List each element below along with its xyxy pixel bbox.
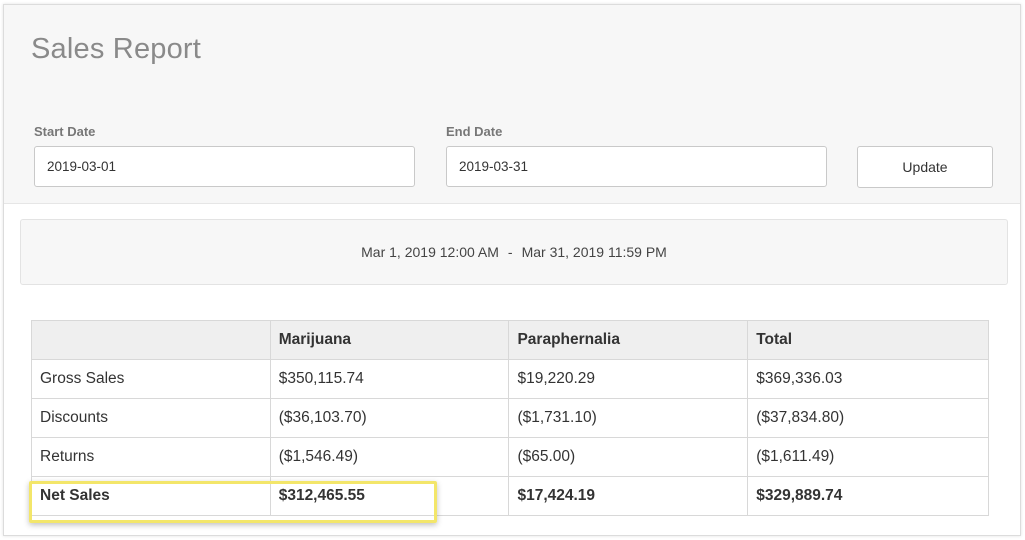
table-cell: $17,424.19 (508, 476, 749, 516)
table-cell: $369,336.03 (747, 359, 989, 399)
table-cell: ($1,611.49) (747, 437, 989, 477)
table-header-row: Marijuana Paraphernalia Total (31, 320, 989, 360)
table-cell: $329,889.74 (747, 476, 989, 516)
filter-panel: Sales Report Start Date End Date Update (4, 5, 1020, 204)
row-label: Gross Sales (31, 359, 271, 399)
header-cell-total: Total (747, 320, 989, 360)
row-label: Discounts (31, 398, 271, 438)
table-cell: $19,220.29 (508, 359, 749, 399)
row-label: Returns (31, 437, 271, 477)
header-cell-empty (31, 320, 271, 360)
range-separator: - (507, 244, 513, 260)
sales-table: Marijuana Paraphernalia Total Gross Sale… (31, 320, 989, 516)
table-cell: ($37,834.80) (747, 398, 989, 438)
table-cell: ($65.00) (508, 437, 749, 477)
header-cell-marijuana: Marijuana (269, 320, 510, 360)
table-cell: $312,465.55 (269, 476, 510, 516)
table-cell: ($1,546.49) (269, 437, 510, 477)
net-sales-row: Net Sales $312,465.55 $17,424.19 $329,88… (31, 476, 989, 516)
page-title: Sales Report (31, 33, 202, 65)
update-button[interactable]: Update (857, 146, 993, 188)
range-start: Mar 1, 2019 12:00 AM (361, 244, 499, 260)
table-row: Returns ($1,546.49) ($65.00) ($1,611.49) (31, 437, 989, 477)
header-cell-paraphernalia: Paraphernalia (508, 320, 749, 360)
end-date-input[interactable] (446, 146, 827, 187)
row-label: Net Sales (31, 476, 271, 516)
end-date-label: End Date (446, 124, 503, 139)
date-range-display: Mar 1, 2019 12:00 AM - Mar 31, 2019 11:5… (20, 219, 1008, 285)
table-cell: $350,115.74 (269, 359, 510, 399)
start-date-label: Start Date (34, 124, 96, 139)
table-cell: ($1,731.10) (508, 398, 749, 438)
range-end: Mar 31, 2019 11:59 PM (521, 244, 667, 260)
table-row: Discounts ($36,103.70) ($1,731.10) ($37,… (31, 398, 989, 438)
table-cell: ($36,103.70) (269, 398, 510, 438)
table-row: Gross Sales $350,115.74 $19,220.29 $369,… (31, 359, 989, 399)
start-date-input[interactable] (34, 146, 415, 187)
